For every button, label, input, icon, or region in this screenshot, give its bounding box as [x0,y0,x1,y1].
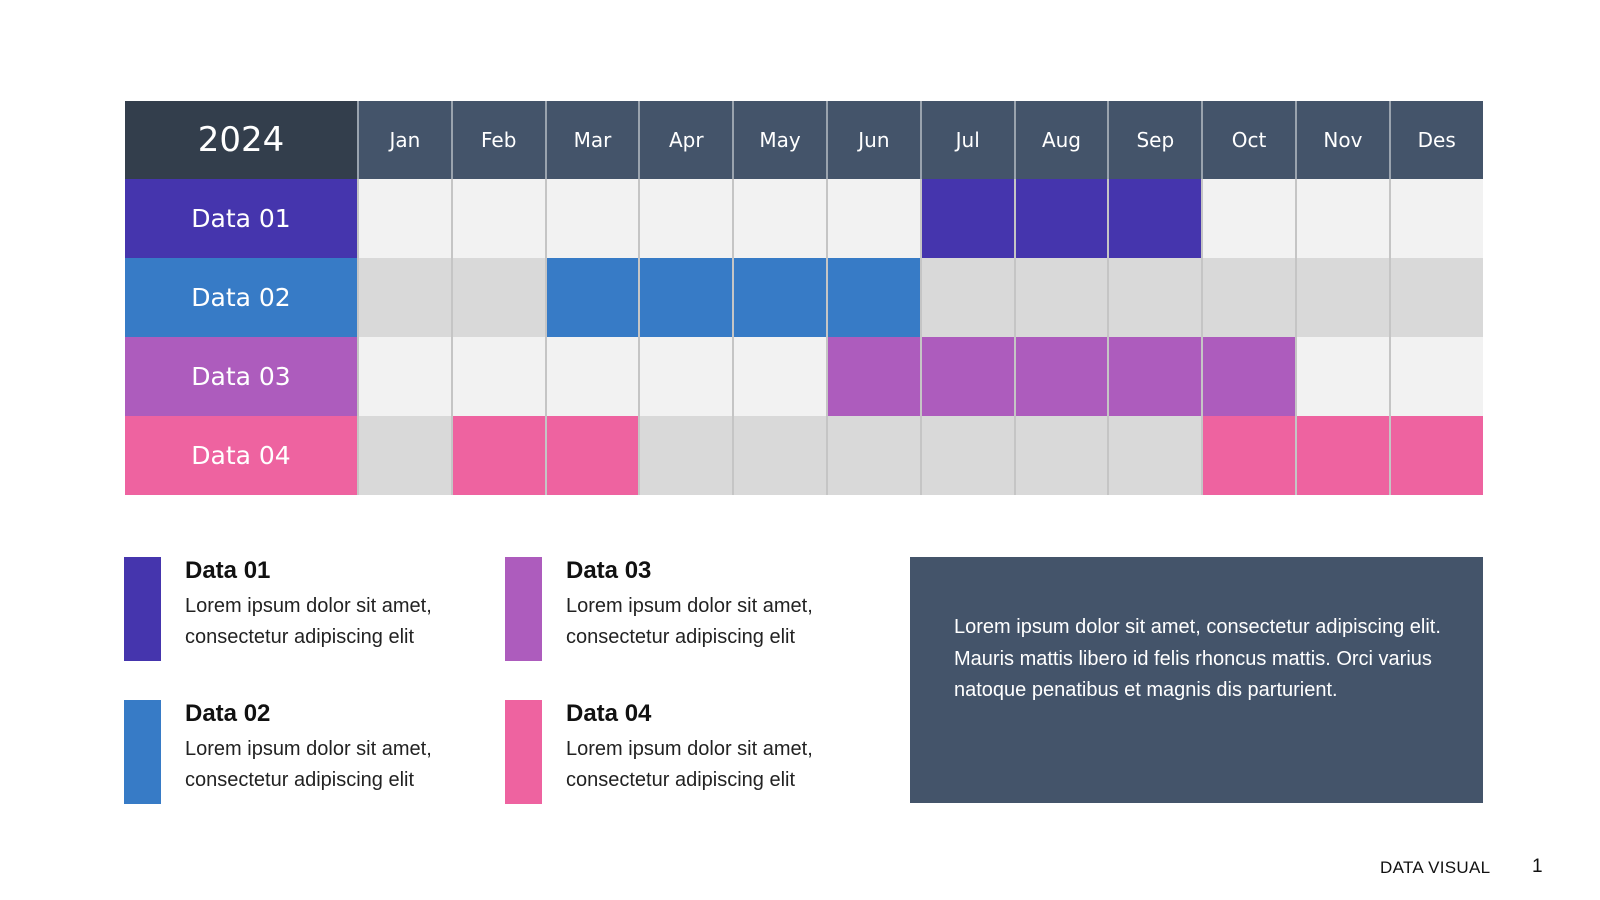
gantt-bar-segment [732,258,826,337]
month-header-may: May [732,101,826,179]
legend-item-data-02: Data 02 Lorem ipsum dolor sit amet, cons… [124,700,464,804]
footer-label: DATA VISUAL [1380,858,1491,877]
gantt-bar-segment [826,258,920,337]
legend-description: Lorem ipsum dolor sit amet, consectetur … [185,738,432,791]
gantt-empty-cell [638,179,733,258]
gantt-empty-cell [357,179,451,258]
year-header: 2024 [125,101,357,179]
gantt-empty-cell [357,258,451,337]
row-label-4: Data 04 [125,416,357,495]
gantt-bar-segment [1388,416,1483,495]
gantt-bar-segment [1201,416,1295,495]
gantt-empty-cell [732,179,826,258]
gantt-bar-segment [544,258,639,337]
gantt-empty-cell [1013,258,1108,337]
gantt-empty-cell [450,258,545,337]
legend-item-data-04: Data 04 Lorem ipsum dolor sit amet, cons… [505,700,845,804]
legend-swatch [505,557,542,661]
legend-description: Lorem ipsum dolor sit amet, consectetur … [566,738,813,791]
legend-item-data-01: Data 01 Lorem ipsum dolor sit amet, cons… [124,557,464,661]
gantt-chart: 2024 Jan Feb Mar Apr May Jun Jul Aug Sep Oct Nov Des… [125,101,1483,495]
row-label-2: Data 02 [125,258,357,337]
gantt-bar-segment [1295,416,1389,495]
gantt-empty-cell [1295,179,1389,258]
legend-swatch [505,700,542,804]
gantt-bar-segment [919,179,1014,258]
legend-title: Data 04 [566,700,652,727]
legend-title: Data 02 [185,700,271,727]
gantt-empty-cell [357,337,451,416]
month-header-apr: Apr [638,101,733,179]
gantt-bar-segment [919,337,1014,416]
gantt-empty-cell [732,337,826,416]
month-header-mar: Mar [544,101,639,179]
month-header-jan: Jan [357,101,451,179]
legend-title: Data 01 [185,557,271,584]
gantt-empty-cell [732,416,826,495]
gantt-empty-cell [544,337,639,416]
gantt-bar-segment [544,416,639,495]
gantt-empty-cell [826,416,920,495]
legend-item-data-03: Data 03 Lorem ipsum dolor sit amet, cons… [505,557,845,661]
gantt-empty-cell [357,416,451,495]
gantt-empty-cell [450,337,545,416]
legend-title: Data 03 [566,557,652,584]
gantt-empty-cell [544,179,639,258]
gantt-bar-segment [1107,179,1202,258]
row-label-3: Data 03 [125,337,357,416]
month-header-sep: Sep [1107,101,1202,179]
gantt-empty-cell [1107,258,1202,337]
gantt-empty-cell [1388,179,1483,258]
page-number: 1 [1532,856,1543,877]
gantt-empty-cell [1388,337,1483,416]
gantt-empty-cell [1201,179,1295,258]
gantt-empty-cell [919,416,1014,495]
gantt-empty-cell [450,179,545,258]
gantt-empty-cell [1295,258,1389,337]
gantt-bar-segment [450,416,545,495]
gantt-empty-cell [638,337,733,416]
month-header-oct: Oct [1201,101,1295,179]
gantt-empty-cell [1388,258,1483,337]
gantt-empty-cell [1295,337,1389,416]
gantt-empty-cell [1107,416,1202,495]
month-header-aug: Aug [1013,101,1108,179]
legend-description: Lorem ipsum dolor sit amet, consectetur … [185,595,432,648]
gantt-bar-segment [826,337,920,416]
gantt-empty-cell [919,258,1014,337]
month-header-nov: Nov [1295,101,1389,179]
gantt-bar-segment [1201,337,1295,416]
legend-swatch [124,700,161,804]
gantt-bar-segment [1013,179,1108,258]
gantt-bar-segment [1107,337,1202,416]
month-header-des: Des [1388,101,1483,179]
month-header-feb: Feb [450,101,545,179]
gantt-empty-cell [1201,258,1295,337]
gantt-empty-cell [826,179,920,258]
gantt-empty-cell [1013,416,1108,495]
legend-swatch [124,557,161,661]
note-box: Lorem ipsum dolor sit amet, consectetur … [910,557,1483,803]
month-header-jul: Jul [919,101,1014,179]
note-text: Lorem ipsum dolor sit amet, consectetur … [954,616,1441,701]
gantt-bar-segment [1013,337,1108,416]
legend-description: Lorem ipsum dolor sit amet, consectetur … [566,595,813,648]
row-label-1: Data 01 [125,179,357,258]
gantt-bar-segment [638,258,733,337]
month-header-jun: Jun [826,101,920,179]
gantt-empty-cell [638,416,733,495]
